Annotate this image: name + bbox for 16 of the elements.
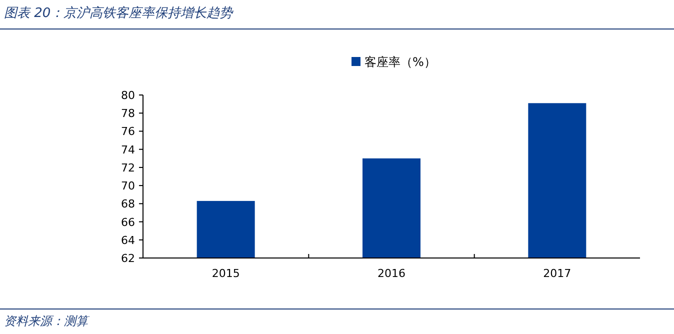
y-tick-label: 78 [121,107,135,120]
chart-title: 图表 20：京沪高铁客座率保持增长趋势 [4,5,234,21]
y-tick-label: 62 [121,252,135,265]
y-tick-label: 68 [121,198,135,211]
y-tick-label: 76 [121,125,135,138]
legend-label: 客座率（%） [364,55,436,69]
y-tick-label: 70 [121,180,135,193]
y-tick-label: 74 [121,143,135,156]
y-tick-label: 66 [121,216,135,229]
y-tick-label: 72 [121,161,135,174]
y-tick-label: 64 [121,234,135,247]
text: 资料来源：测算 [4,314,90,328]
y-tick-label: 80 [121,89,135,102]
x-tick-label: 2017 [543,267,572,280]
x-tick-label: 2015 [212,267,240,280]
x-tick-label: 2016 [378,267,406,280]
